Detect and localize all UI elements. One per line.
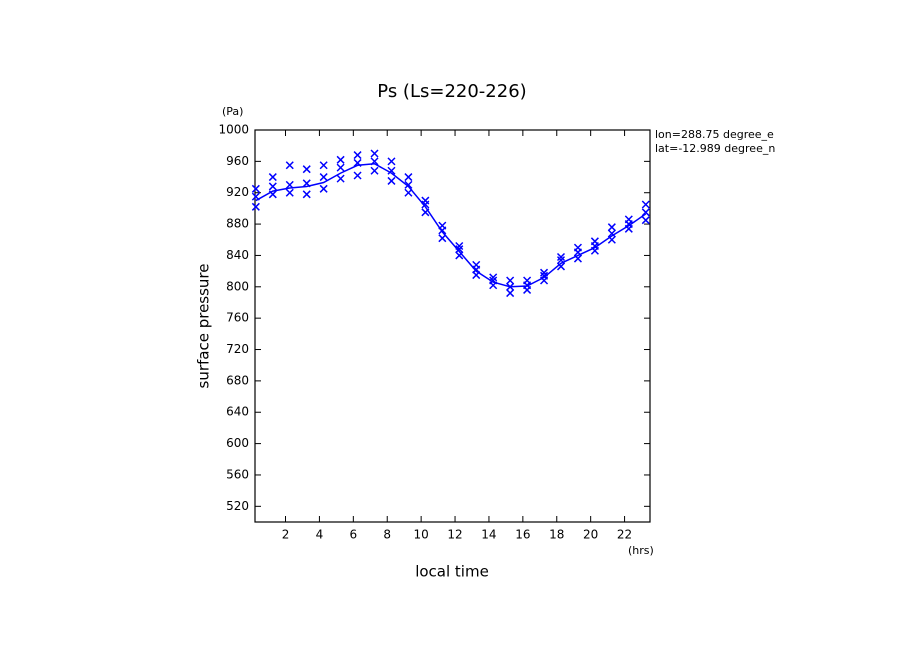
data-point: [472, 260, 481, 269]
data-point: [404, 173, 413, 182]
data-point: [370, 149, 379, 158]
data-point: [319, 173, 328, 182]
data-point: [455, 245, 464, 254]
annotation: lat=-12.989 degree_n: [655, 142, 775, 155]
data-point: [285, 180, 294, 189]
y-tick-label: 600: [226, 436, 249, 450]
data-point: [540, 271, 549, 280]
data-point: [353, 158, 362, 167]
data-point: [573, 254, 582, 263]
x-tick-label: 20: [583, 528, 598, 542]
x-tick-label: 22: [617, 528, 632, 542]
data-point: [319, 161, 328, 170]
data-point: [641, 216, 650, 225]
x-tick-label: 2: [282, 528, 290, 542]
data-point: [489, 276, 498, 285]
data-point: [302, 165, 311, 174]
data-point: [370, 157, 379, 166]
data-point: [641, 208, 650, 217]
y-tick-label: 560: [226, 467, 249, 481]
chart-title: Ps (Ls=220-226): [377, 81, 526, 102]
data-point: [336, 155, 345, 164]
data-point: [319, 184, 328, 193]
data-point: [624, 215, 633, 224]
data-point: [556, 262, 566, 271]
y-tick-label: 880: [226, 217, 249, 231]
data-point: [251, 202, 260, 211]
y-tick-label: 800: [226, 279, 249, 293]
data-point: [607, 223, 616, 232]
y-tick-label: 960: [226, 154, 249, 168]
data-line: [255, 162, 647, 288]
data-point: [387, 176, 396, 185]
data-point: [285, 188, 294, 197]
plot-frame: [254, 129, 651, 523]
data-point: [353, 151, 362, 160]
x-tick-label: 10: [413, 528, 428, 542]
data-point: [455, 251, 464, 260]
data-point: [421, 208, 430, 217]
y-tick-label: 760: [226, 311, 249, 325]
x-tick-label: 8: [383, 528, 391, 542]
data-point: [251, 184, 260, 193]
data-point: [285, 161, 294, 170]
annotation: lon=288.75 degree_e: [655, 128, 774, 141]
data-point: [506, 282, 515, 291]
x-tick-label: 12: [447, 528, 462, 542]
x-axis-label: local time: [415, 563, 489, 581]
data-point: [455, 242, 464, 251]
x-tick-label: 4: [316, 528, 324, 542]
data-point: [421, 196, 430, 205]
data-point: [268, 190, 277, 199]
data-point: [438, 221, 447, 230]
data-point: [268, 173, 277, 182]
data-point: [556, 252, 566, 262]
y-tick-label: 840: [226, 248, 249, 262]
data-point: [353, 171, 362, 180]
y-unit: (Pa): [222, 105, 243, 118]
x-tick-label: 6: [350, 528, 358, 542]
x-tick-label: 16: [515, 528, 530, 542]
data-point: [251, 192, 260, 201]
data-point: [387, 157, 396, 166]
x-unit: (hrs): [628, 544, 654, 557]
y-tick-label: 680: [226, 373, 249, 387]
data-point: [506, 289, 515, 298]
data-point: [607, 235, 616, 244]
y-tick-label: 640: [226, 405, 249, 419]
data-point: [573, 243, 582, 252]
data-point: [641, 200, 650, 209]
y-tick-label: 720: [226, 342, 249, 356]
data-point: [540, 268, 549, 277]
data-point: [404, 188, 413, 197]
data-point: [404, 180, 413, 189]
x-tick-label: 18: [549, 528, 564, 542]
data-point: [523, 276, 532, 285]
data-point: [489, 273, 498, 282]
data-point: [556, 256, 566, 265]
data-point: [438, 234, 447, 243]
data-point: [370, 166, 379, 175]
annotations: lon=288.75 degree_e lat=-12.989 degree_n: [655, 128, 775, 155]
data-point: [336, 174, 345, 183]
data-point: [268, 182, 277, 191]
y-axis-label: surface pressure: [195, 264, 213, 389]
y-tick-label: 920: [226, 185, 249, 199]
data-point: [590, 237, 599, 246]
y-tick-label: 520: [226, 499, 249, 513]
data-point: [506, 276, 515, 285]
x-tick-label: 14: [481, 528, 496, 542]
data-point: [336, 163, 345, 172]
data-point: [302, 179, 311, 188]
data-point: [607, 229, 616, 238]
data-point: [302, 190, 311, 199]
y-tick-label: 1000: [218, 123, 249, 137]
data-point: [387, 166, 396, 175]
